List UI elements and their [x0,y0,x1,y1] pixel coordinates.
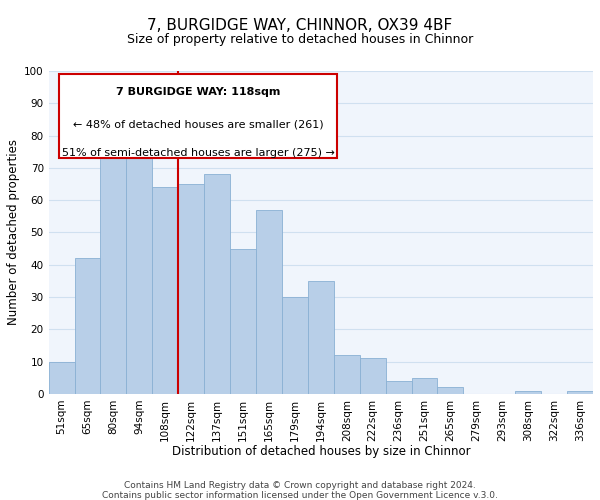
Bar [230,248,256,394]
Bar [308,281,334,394]
FancyBboxPatch shape [59,74,337,158]
Bar [412,378,437,394]
Text: 7 BURGIDGE WAY: 118sqm: 7 BURGIDGE WAY: 118sqm [116,87,281,97]
Bar [334,355,360,394]
Bar [282,297,308,394]
Y-axis label: Number of detached properties: Number of detached properties [7,140,20,326]
Bar [437,388,463,394]
X-axis label: Distribution of detached houses by size in Chinnor: Distribution of detached houses by size … [172,445,470,458]
Bar [49,362,74,394]
Bar [567,390,593,394]
Bar [256,210,282,394]
Text: ← 48% of detached houses are smaller (261): ← 48% of detached houses are smaller (26… [73,120,323,130]
Text: Contains HM Land Registry data © Crown copyright and database right 2024.: Contains HM Land Registry data © Crown c… [124,481,476,490]
Bar [178,184,204,394]
Bar [100,132,127,394]
Text: Size of property relative to detached houses in Chinnor: Size of property relative to detached ho… [127,32,473,46]
Bar [127,145,152,394]
Bar [152,187,178,394]
Bar [204,174,230,394]
Bar [515,390,541,394]
Text: 7, BURGIDGE WAY, CHINNOR, OX39 4BF: 7, BURGIDGE WAY, CHINNOR, OX39 4BF [148,18,452,32]
Bar [74,258,100,394]
Text: Contains public sector information licensed under the Open Government Licence v.: Contains public sector information licen… [102,491,498,500]
Bar [360,358,386,394]
Text: 51% of semi-detached houses are larger (275) →: 51% of semi-detached houses are larger (… [62,148,335,158]
Bar [386,381,412,394]
